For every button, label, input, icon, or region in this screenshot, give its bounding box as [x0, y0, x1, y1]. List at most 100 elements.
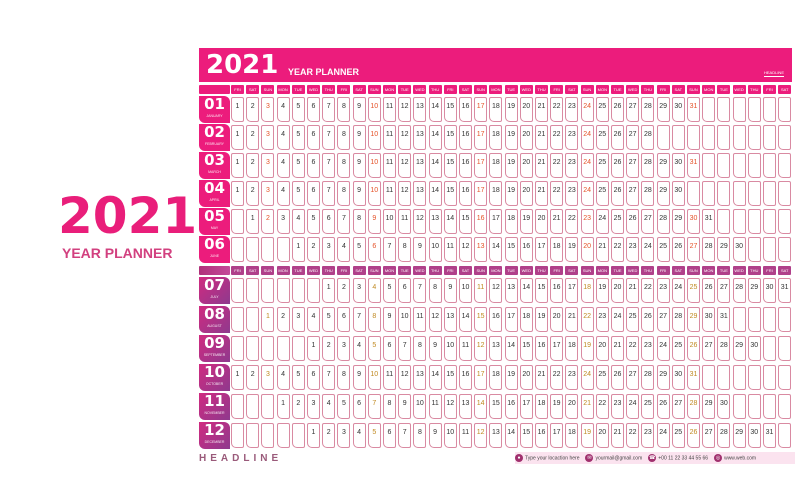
day-cell[interactable]: 3	[307, 394, 320, 419]
day-cell[interactable]: 4	[276, 97, 290, 122]
day-cell[interactable]: 4	[276, 125, 290, 150]
day-cell[interactable]: 4	[367, 278, 381, 303]
day-cell[interactable]: 16	[535, 423, 548, 448]
day-cell[interactable]: 2	[246, 153, 260, 178]
day-cell[interactable]: 10	[367, 181, 381, 206]
day-cell[interactable]: 10	[367, 97, 381, 122]
day-cell[interactable]: 3	[261, 181, 275, 206]
day-cell[interactable]: 1	[231, 97, 244, 122]
day-cell[interactable]: 15	[504, 237, 518, 262]
day-cell[interactable]: 5	[367, 336, 381, 361]
day-cell[interactable]: 16	[459, 181, 472, 206]
day-cell[interactable]: 12	[474, 336, 488, 361]
day-cell[interactable]: 15	[443, 125, 457, 150]
day-cell[interactable]: 4	[276, 153, 290, 178]
day-cell[interactable]: 20	[519, 97, 533, 122]
day-cell[interactable]: 19	[535, 307, 548, 332]
day-cell[interactable]: 6	[398, 278, 412, 303]
day-cell[interactable]: 23	[565, 181, 579, 206]
day-cell[interactable]: 28	[641, 181, 655, 206]
day-cell[interactable]: 26	[687, 423, 700, 448]
day-cell[interactable]: 11	[383, 97, 396, 122]
day-cell[interactable]: 5	[337, 394, 351, 419]
day-cell[interactable]: 13	[443, 307, 457, 332]
day-cell[interactable]: 4	[291, 209, 305, 234]
day-cell[interactable]: 25	[687, 278, 700, 303]
day-cell[interactable]: 14	[428, 365, 442, 390]
day-cell[interactable]: 15	[489, 394, 503, 419]
day-cell[interactable]: 23	[641, 336, 655, 361]
day-cell[interactable]: 22	[550, 181, 564, 206]
day-cell[interactable]	[747, 209, 761, 234]
day-cell[interactable]: 18	[504, 209, 518, 234]
day-cell[interactable]: 21	[535, 153, 548, 178]
day-cell[interactable]	[231, 394, 244, 419]
day-cell[interactable]: 7	[322, 365, 336, 390]
day-cell[interactable]: 17	[565, 278, 579, 303]
day-cell[interactable]	[276, 336, 290, 361]
day-cell[interactable]: 12	[398, 365, 412, 390]
day-cell[interactable]: 26	[656, 394, 670, 419]
day-cell[interactable]: 17	[474, 181, 488, 206]
day-cell[interactable]: 9	[383, 307, 396, 332]
day-cell[interactable]	[291, 423, 305, 448]
day-cell[interactable]: 12	[443, 394, 457, 419]
day-cell[interactable]	[231, 278, 244, 303]
day-cell[interactable]	[732, 125, 746, 150]
day-cell[interactable]: 18	[489, 181, 503, 206]
day-cell[interactable]: 19	[595, 278, 609, 303]
day-cell[interactable]: 13	[459, 394, 472, 419]
day-cell[interactable]	[702, 97, 716, 122]
day-cell[interactable]	[231, 209, 244, 234]
day-cell[interactable]: 7	[398, 423, 412, 448]
day-cell[interactable]	[702, 125, 716, 150]
day-cell[interactable]: 14	[428, 97, 442, 122]
day-cell[interactable]: 21	[550, 209, 564, 234]
day-cell[interactable]	[246, 423, 260, 448]
day-cell[interactable]: 9	[413, 237, 427, 262]
day-cell[interactable]: 30	[732, 237, 746, 262]
day-cell[interactable]: 12	[398, 97, 412, 122]
day-cell[interactable]	[717, 97, 731, 122]
day-cell[interactable]	[747, 237, 761, 262]
day-cell[interactable]: 1	[231, 181, 244, 206]
day-cell[interactable]	[747, 307, 761, 332]
day-cell[interactable]: 22	[550, 153, 564, 178]
day-cell[interactable]: 25	[671, 336, 685, 361]
day-cell[interactable]: 13	[474, 237, 488, 262]
day-cell[interactable]	[763, 209, 776, 234]
day-cell[interactable]: 3	[261, 125, 275, 150]
day-cell[interactable]: 30	[763, 278, 776, 303]
day-cell[interactable]: 2	[307, 237, 320, 262]
day-cell[interactable]: 8	[398, 237, 412, 262]
day-cell[interactable]: 1	[231, 153, 244, 178]
day-cell[interactable]: 28	[687, 394, 700, 419]
day-cell[interactable]: 11	[383, 181, 396, 206]
day-cell[interactable]: 17	[535, 237, 548, 262]
day-cell[interactable]: 18	[565, 336, 579, 361]
day-cell[interactable]: 10	[443, 423, 457, 448]
day-cell[interactable]: 8	[367, 307, 381, 332]
day-cell[interactable]: 19	[504, 181, 518, 206]
day-cell[interactable]: 21	[611, 423, 624, 448]
day-cell[interactable]: 2	[246, 125, 260, 150]
day-cell[interactable]: 17	[519, 394, 533, 419]
day-cell[interactable]: 23	[565, 365, 579, 390]
day-cell[interactable]: 21	[595, 237, 609, 262]
day-cell[interactable]: 28	[641, 97, 655, 122]
day-cell[interactable]: 27	[626, 97, 640, 122]
day-cell[interactable]: 9	[352, 97, 366, 122]
day-cell[interactable]: 4	[322, 394, 336, 419]
day-cell[interactable]: 14	[459, 307, 472, 332]
day-cell[interactable]: 19	[550, 394, 564, 419]
day-cell[interactable]: 9	[428, 336, 442, 361]
day-cell[interactable]	[717, 125, 731, 150]
day-cell[interactable]: 15	[535, 278, 548, 303]
day-cell[interactable]: 8	[337, 181, 351, 206]
day-cell[interactable]	[231, 423, 244, 448]
day-cell[interactable]: 22	[626, 423, 640, 448]
day-cell[interactable]: 23	[565, 153, 579, 178]
day-cell[interactable]: 16	[459, 97, 472, 122]
day-cell[interactable]: 3	[261, 365, 275, 390]
day-cell[interactable]: 18	[519, 307, 533, 332]
